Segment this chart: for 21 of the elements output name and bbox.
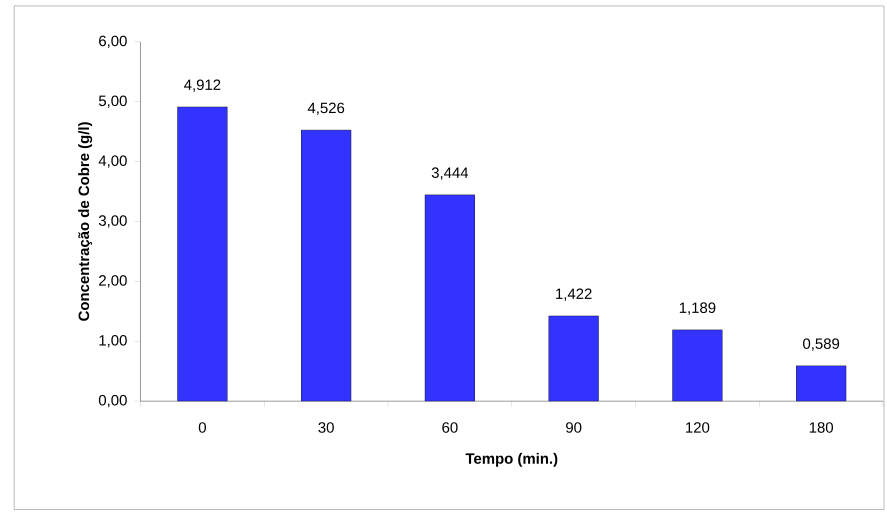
x-tick-label: 90 [566, 422, 582, 433]
x-tick-label: 30 [318, 422, 334, 433]
y-tick-label: 5,00 [98, 96, 127, 108]
x-tick-label: 180 [810, 422, 833, 433]
x-axis-title: Tempo (min.) [466, 453, 558, 468]
y-tick-label: 1,00 [99, 335, 127, 348]
x-tick-label: 60 [442, 422, 458, 433]
y-tick-label: 4,00 [98, 156, 127, 168]
data-label: 4,912 [184, 80, 220, 92]
x-tick-label: 120 [686, 422, 710, 433]
data-label: 3,444 [432, 168, 468, 180]
data-label: 0,589 [803, 338, 840, 351]
y-tick-label: 6,00 [99, 36, 127, 48]
y-axis-title: Concentração de Cobre (g/l) [78, 122, 92, 322]
y-tick-label: 0,00 [98, 395, 127, 408]
data-label: 1,189 [680, 302, 716, 315]
y-tick-label: 2,00 [99, 275, 127, 288]
x-tick-label: 0 [198, 422, 206, 433]
data-label: 1,422 [556, 288, 592, 302]
data-label: 4,526 [308, 102, 344, 116]
y-tick-label: 3,00 [98, 216, 127, 228]
